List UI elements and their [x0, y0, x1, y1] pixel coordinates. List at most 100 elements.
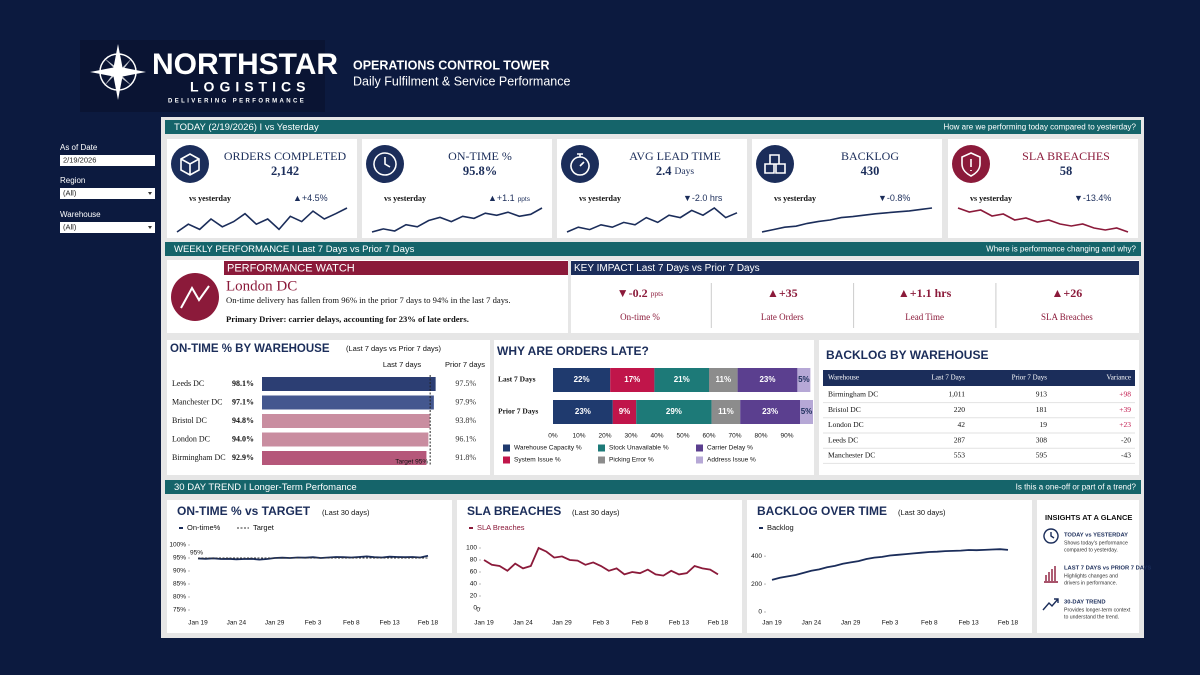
value-label: 98.1%: [232, 379, 254, 388]
kpi-compare: vs yesterday: [774, 194, 816, 203]
chart-title: ON-TIME % BY WAREHOUSE: [170, 343, 330, 355]
filter-box[interactable]: [60, 155, 155, 166]
kpi-value: 58: [1060, 164, 1073, 178]
kpi-icon: [961, 152, 981, 177]
x-tick-label: Feb 13: [669, 620, 690, 627]
filter-value[interactable]: (All): [63, 188, 77, 197]
legend-swatch: [503, 456, 510, 464]
segment: [711, 400, 741, 424]
y-tick-label: 80%: [173, 594, 186, 601]
logo-mark: [90, 44, 146, 100]
table-cell: -43: [1121, 451, 1131, 460]
insights-title: INSIGHTS AT A GLANCE: [1045, 513, 1132, 522]
table-cell: 42: [958, 420, 966, 429]
x-tick-label: Jan 19: [474, 620, 494, 627]
bar: [262, 377, 436, 391]
kpi-icon: [570, 153, 590, 176]
x-tick-label: Feb 18: [708, 620, 729, 627]
y-tick-label: 60: [470, 569, 478, 576]
chart-title: ON-TIME % vs TARGET: [177, 504, 311, 518]
impact-value-number: ▲+1.1 hrs: [898, 286, 952, 300]
y-tick-label: 100%: [169, 542, 186, 549]
y-tick-label: 80: [470, 557, 478, 564]
kpi-icon: [180, 153, 200, 176]
chart-subtitle: (Last 30 days): [322, 508, 370, 517]
filter-value[interactable]: (All): [63, 222, 77, 231]
filter-value[interactable]: 2/19/2026: [63, 155, 96, 164]
segment-label: 23%: [759, 375, 775, 384]
segment-label: 23%: [575, 407, 591, 416]
section-heading: TODAY (2/19/2026) I vs Yesterday: [174, 122, 319, 133]
table-cell: -20: [1121, 435, 1131, 444]
kpi-sparkline: [371, 207, 543, 233]
impact-value-number: ▼-0.2: [617, 286, 648, 300]
chart-title: BACKLOG OVER TIME: [757, 504, 887, 518]
segment-label: 9%: [619, 407, 631, 416]
warehouse-name: London DC: [172, 434, 210, 443]
insight-title: TODAY vs YESTERDAY: [1064, 533, 1128, 539]
table-cell: +23: [1119, 420, 1131, 429]
x-tick-label: Jan 29: [841, 620, 861, 627]
table-column: Warehouse: [828, 374, 859, 382]
x-tick-label: 0%: [548, 433, 558, 440]
kpi-compare: vs yesterday: [384, 194, 426, 203]
dropdown-arrow: [148, 226, 152, 229]
kpi-value-number: 2.4: [656, 164, 672, 178]
segment: [800, 400, 813, 424]
impact-header: [571, 261, 1139, 275]
segment-label: 22%: [574, 375, 590, 384]
chart-subtitle: (Last 30 days): [572, 508, 620, 517]
kpi-change-value: ▼-0.8%: [878, 193, 910, 203]
x-tick-label: 30%: [624, 433, 637, 440]
kpi-compare: vs yesterday: [189, 194, 231, 203]
value-label: 97.1%: [232, 397, 254, 406]
segment-label: 11%: [716, 375, 732, 384]
legend-swatch: [598, 456, 605, 464]
x-tick-label: Feb 8: [632, 620, 649, 627]
insight-icon: [1043, 528, 1059, 544]
bar: [262, 414, 430, 428]
chart-title: SLA BREACHES: [467, 504, 561, 518]
y-tick-label: 400: [751, 553, 762, 560]
x-tick-label: 50%: [676, 433, 689, 440]
table-cell: Birmingham DC: [828, 390, 878, 399]
kpi-change: ▼-13.4%: [1074, 193, 1111, 203]
insight-text: compared to yesterday.: [1064, 547, 1118, 553]
brand: NORTHSTAR: [152, 48, 338, 81]
watch-title: PERFORMANCE WATCH: [227, 262, 355, 274]
legend-label: Picking Error %: [609, 457, 654, 464]
filter-box[interactable]: [60, 188, 155, 199]
table-column: Prior 7 Days: [1012, 374, 1048, 382]
table-title: BACKLOG BY WAREHOUSE: [826, 348, 988, 362]
kpi-sparkline: [566, 207, 738, 233]
kpi-change: ▼-2.0 hrs: [683, 193, 723, 203]
x-tick-label: Jan 24: [227, 620, 247, 627]
table-cell: +98: [1119, 390, 1131, 399]
kpi-compare: vs yesterday: [970, 194, 1012, 203]
table-column: Variance: [1107, 374, 1131, 382]
insight-title: 30-DAY TREND: [1064, 600, 1106, 606]
value-label: 94.0%: [232, 434, 254, 443]
insight-text: to understand the trend.: [1064, 614, 1119, 620]
warehouse-name: Leeds DC: [172, 379, 204, 388]
legend-label: Backlog: [767, 523, 794, 532]
impact-value-unit: ppts: [651, 289, 664, 298]
target-label: Target 95%: [395, 459, 428, 466]
insight-text: Highlights changes and: [1064, 573, 1118, 579]
kpi-value: 430: [861, 164, 880, 178]
kpi-change: ▲+4.5%: [293, 193, 328, 203]
kpi-sparkline: [176, 207, 348, 233]
segment: [636, 400, 712, 424]
section-question: Is this a one-off or part of a trend?: [1016, 483, 1137, 492]
value-label: 94.8%: [232, 416, 254, 425]
bar: [262, 395, 434, 410]
segment-label: 11%: [718, 407, 734, 416]
table-cell: Bristol DC: [828, 405, 861, 414]
prior-label: 91.8%: [455, 453, 476, 462]
impact-label: Lead Time: [905, 312, 944, 322]
filter-box[interactable]: [60, 222, 155, 233]
table-cell: 19: [1040, 420, 1048, 429]
kpi-value-number: 95.8%: [463, 164, 497, 178]
kpi-icon: [373, 152, 397, 176]
